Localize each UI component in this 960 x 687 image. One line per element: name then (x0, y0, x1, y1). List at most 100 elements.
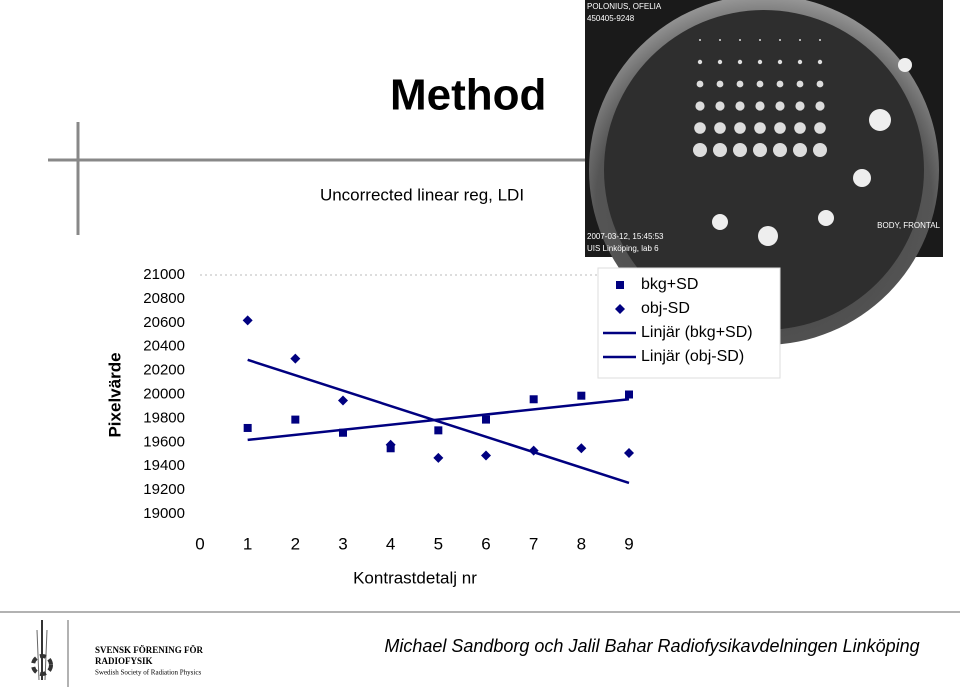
detail (816, 80, 824, 88)
x-tick-label: 3 (338, 534, 347, 553)
y-tick-label: 20400 (143, 338, 185, 355)
detail (756, 80, 764, 88)
phantom-inner (604, 10, 924, 330)
y-tick-label: 19200 (143, 481, 185, 498)
detail (754, 122, 766, 134)
detail (695, 101, 705, 111)
detail (773, 143, 787, 157)
trend-line (247, 398, 630, 442)
y-tick-label: 21000 (143, 266, 185, 283)
logo-icon (31, 620, 53, 681)
legend-label: Linjär (bkg+SD) (641, 324, 753, 341)
y-tick-label: 20000 (143, 385, 185, 402)
y-axis-label: Pixelvärde (105, 352, 124, 437)
slide-title: Method (390, 71, 546, 120)
point (338, 395, 348, 406)
x-axis-label: Kontrastdetalj nr (353, 568, 477, 587)
image-label: POLONIUS, OFELIA (587, 2, 662, 11)
y-tick-label: 19600 (143, 433, 185, 450)
xray-image: POLONIUS, OFELIA 450405-9248 2007-03-12,… (585, 0, 943, 345)
detail (898, 58, 912, 72)
x-tick-label: 7 (529, 534, 538, 553)
detail (696, 80, 704, 88)
point (433, 452, 444, 463)
detail (739, 39, 741, 41)
point (385, 439, 396, 450)
point (242, 315, 253, 326)
image-label: BODY, FRONTAL (877, 221, 940, 230)
detail (779, 39, 781, 41)
detail (693, 143, 707, 157)
detail (853, 169, 871, 187)
detail (759, 39, 761, 41)
legend-label: obj-SD (641, 300, 690, 317)
legend-items: bkg+SD obj-SD Linjär (bkg+SD) Linjär (obj-S… (603, 276, 753, 365)
x-tick-label: 0 (195, 534, 204, 553)
detail (793, 143, 807, 157)
legend-swatch (615, 304, 625, 314)
y-tick-label: 20600 (143, 314, 185, 331)
trend-line (247, 358, 630, 485)
y-tick-label: 19000 (143, 505, 185, 522)
detail (794, 122, 806, 134)
legend-label: Linjär (obj-SD) (641, 348, 744, 365)
detail (796, 80, 804, 88)
detail (717, 59, 723, 65)
detail (797, 59, 803, 65)
logo-text: SVENSK FÖRENING FÖR (95, 645, 204, 655)
detail (713, 143, 727, 157)
x-tick-label: 5 (434, 534, 443, 553)
chart-title: Uncorrected linear reg, LDI (320, 185, 524, 204)
detail (694, 122, 706, 134)
x-tick-label: 8 (577, 534, 586, 553)
point (339, 428, 347, 437)
detail (736, 80, 744, 88)
detail (799, 39, 801, 41)
x-tick-label: 2 (291, 534, 300, 553)
detail (697, 59, 703, 65)
detail (719, 39, 721, 41)
detail (758, 226, 778, 246)
detail (815, 101, 825, 111)
image-label: 2007-03-12, 15:45:53 (587, 232, 664, 241)
plot: 19000 19200 19400 19600 19800 20000 20200 20400… (143, 266, 634, 553)
detail (716, 80, 724, 88)
detail (715, 101, 725, 111)
point (434, 426, 443, 435)
point (625, 390, 633, 399)
footer: Michael Sandborg och Jalil Bahar Radiofy… (384, 636, 919, 656)
detail (818, 210, 834, 226)
x-tick-label: 4 (386, 534, 395, 553)
y-tick-label: 20800 (143, 290, 185, 307)
detail (795, 101, 805, 111)
detail (777, 59, 783, 65)
x-tick-label: 9 (624, 534, 633, 553)
point (577, 391, 586, 400)
legend-label: bkg+SD (641, 276, 698, 293)
image-label: 450405-9248 (587, 14, 635, 23)
detail (755, 101, 765, 111)
detail (734, 122, 746, 134)
point (481, 450, 491, 461)
detail (753, 143, 767, 157)
detail (869, 109, 891, 131)
detail (757, 59, 763, 65)
point (243, 423, 252, 432)
detail (774, 122, 786, 134)
point (529, 395, 538, 404)
image-label: UIS Linköping, lab 6 (587, 244, 659, 253)
detail (819, 39, 821, 41)
x-tick-label: 6 (481, 534, 490, 553)
point (576, 443, 587, 454)
y-tick-label: 19400 (143, 457, 185, 474)
detail (714, 122, 726, 134)
detail (712, 214, 728, 230)
point (291, 415, 300, 424)
detail (775, 101, 785, 111)
detail (699, 39, 701, 41)
x-tick-label: 1 (243, 534, 252, 553)
detail (814, 122, 826, 134)
detail (776, 80, 784, 88)
y-tick-label: 20200 (143, 362, 185, 379)
